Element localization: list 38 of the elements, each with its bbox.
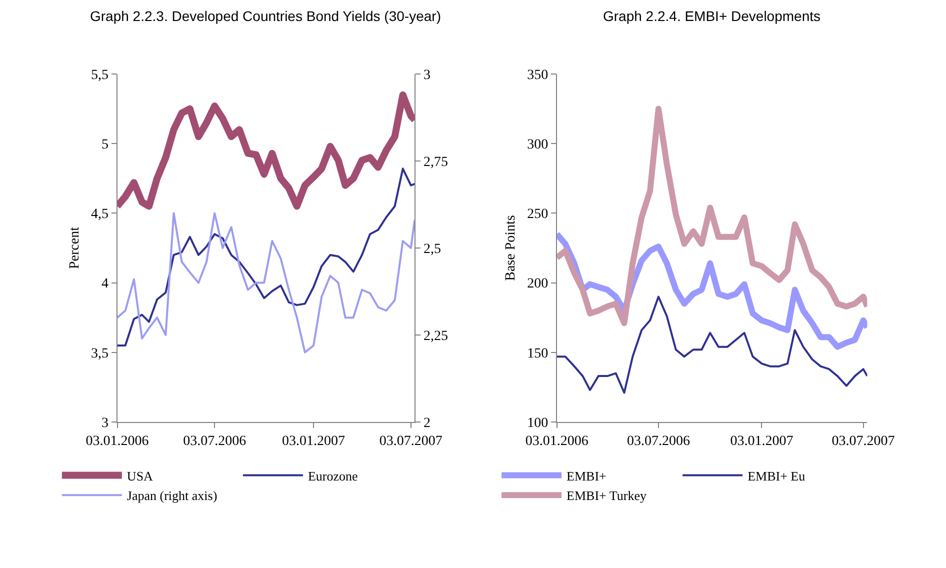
chart-title: Graph 2.2.4. EMBI+ Developments: [603, 8, 820, 24]
legend-label: Eurozone: [308, 468, 358, 484]
line-series: [556, 296, 868, 394]
chart-title: Graph 2.2.3. Developed Countries Bond Yields (30-year): [90, 8, 441, 24]
y-tick-label: 5: [101, 138, 108, 152]
x-tick-label: 03.07.2006: [183, 434, 246, 449]
y-tick-label: 350: [527, 68, 548, 83]
y-tick-label: 200: [527, 276, 548, 292]
y-axis-title: Percent: [68, 226, 83, 269]
x-tick-label: 03.07.2007: [832, 434, 895, 449]
legend-label: EMBI+ Turkey: [566, 488, 647, 504]
y-tick-label: 300: [527, 138, 548, 152]
x-tick-label: 03.01.2006: [525, 434, 588, 449]
y-tick-label: 100: [527, 416, 548, 431]
y2-tick-label: 2,75: [423, 154, 448, 170]
y-tick-label: 250: [527, 207, 548, 222]
x-tick-label: 03.07.2006: [626, 434, 690, 449]
y2-tick-label: 2: [423, 416, 430, 431]
y-axis-title: Base Points: [504, 215, 519, 281]
legend-label: Japan (right axis): [126, 488, 218, 504]
x-tick-label: 03.01.2006: [86, 434, 149, 449]
y2-tick-label: 2,5: [423, 242, 441, 257]
y-tick-label: 150: [527, 346, 548, 362]
x-tick-label: 03.07.2007: [379, 434, 442, 449]
y2-tick-label: 3: [423, 68, 430, 83]
legend-label: EMBI+ Eu: [748, 468, 806, 484]
y-tick-label: 3,5: [90, 346, 108, 362]
legend-label: EMBI+: [566, 468, 606, 484]
y-tick-label: 3: [101, 416, 108, 431]
line-series: [117, 168, 415, 346]
line-series: [117, 212, 415, 354]
y-tick-label: 5,5: [90, 68, 108, 83]
y-tick-label: 4,5: [90, 207, 108, 222]
y-tick-label: 4: [101, 276, 108, 292]
x-tick-label: 03.01.2007: [730, 434, 794, 449]
x-tick-label: 03.01.2007: [282, 434, 346, 449]
legend-label: USA: [126, 468, 154, 484]
y2-tick-label: 2,25: [423, 328, 448, 344]
